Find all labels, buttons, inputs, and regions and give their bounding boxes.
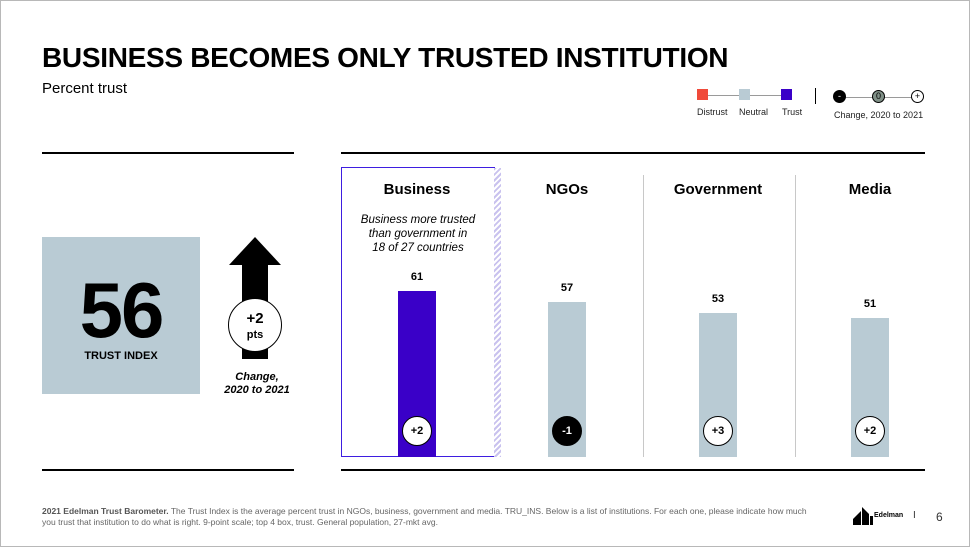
footnote-text: The Trust Index is the average percent t… — [42, 506, 807, 527]
value-label-media: 51 — [863, 298, 877, 311]
change-badge-government: +3 — [703, 416, 733, 446]
legend-trust-swatch — [781, 89, 792, 100]
edelman-logo-icon — [853, 507, 873, 525]
legend-trust-label: Trust — [782, 107, 803, 117]
legend-distrust-label: Distrust — [697, 107, 728, 117]
slide-subtitle: Percent trust — [42, 80, 128, 97]
change-badge-ngos: -1 — [552, 416, 582, 446]
trust-index-label: TRUST INDEX — [84, 350, 158, 362]
footnote-source: 2021 Edelman Trust Barometer. — [42, 506, 169, 516]
category-title-business: Business — [383, 181, 451, 198]
value-label-ngos: 57 — [560, 281, 574, 294]
slide-title: BUSINESS BECOMES ONLY TRUSTED INSTITUTIO… — [42, 42, 729, 73]
change-badge-business: +2 — [402, 416, 432, 446]
trust-index-change-badge: +2 pts — [228, 298, 282, 352]
chart-top-rule — [341, 152, 925, 154]
annotation-line3: 18 of 27 countries — [372, 242, 464, 254]
trust-index-change-value: +2 — [246, 310, 264, 327]
up-arrow-icon — [229, 237, 281, 265]
change-plus-icon: + — [911, 90, 924, 103]
trust-index-change-unit: pts — [246, 329, 264, 341]
trust-index-change-caption: Change, 2020 to 2021 — [212, 371, 302, 397]
change-caption-line1: Change, — [235, 371, 279, 383]
category-title-media: Media — [848, 181, 892, 198]
annotation-line2: than government in — [368, 228, 468, 240]
change-badge-media: +2 — [855, 416, 885, 446]
page-number: 6 — [936, 510, 943, 524]
footnote: 2021 Edelman Trust Barometer. The Trust … — [42, 506, 822, 528]
change-legend-caption: Change, 2020 to 2021 — [834, 110, 924, 120]
column-separator — [795, 175, 796, 457]
legend-divider — [815, 88, 816, 104]
trust-index-value: 56 — [79, 266, 165, 354]
value-label-business: 61 — [410, 271, 424, 283]
change-zero-icon: 0 — [872, 90, 885, 103]
legend-neutral-swatch — [739, 89, 750, 100]
trust-index-box: 56 TRUST INDEX — [42, 237, 200, 394]
column-separator — [643, 175, 644, 457]
legend-neutral-label: Neutral — [739, 107, 769, 117]
change-caption-line2: 2020 to 2021 — [224, 384, 290, 396]
legend-distrust-swatch — [697, 89, 708, 100]
change-minus-icon: - — [833, 90, 846, 103]
annotation-line1: Business more trusted — [360, 214, 476, 226]
business-highlight-shadow — [494, 168, 501, 457]
brand-name: Edelman — [874, 512, 904, 519]
left-top-rule — [42, 152, 294, 154]
footer-separator: I — [913, 510, 916, 521]
chart-bottom-rule — [341, 469, 925, 471]
category-title-government: Government — [673, 181, 763, 198]
category-title-ngos: NGOs — [545, 181, 589, 198]
left-bottom-rule — [42, 469, 294, 471]
business-annotation: Business more trusted than government in… — [351, 213, 485, 255]
value-label-government: 53 — [711, 292, 725, 305]
